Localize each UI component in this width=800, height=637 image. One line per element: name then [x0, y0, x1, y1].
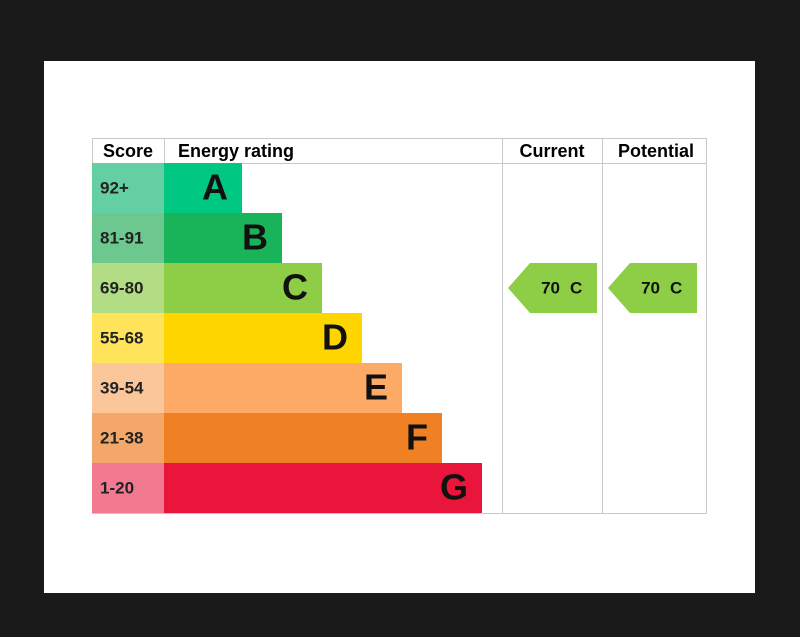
potential-band: C: [670, 278, 682, 297]
score-cell: [92, 413, 164, 463]
rating-bar: [164, 463, 482, 513]
score-cell: [92, 263, 164, 313]
score-cell: [92, 213, 164, 263]
rating-bar: [164, 313, 362, 363]
score-label: 55-68: [100, 328, 143, 347]
potential-arrow: [608, 263, 697, 313]
rating-bar: [164, 213, 282, 263]
rating-bar: [164, 413, 442, 463]
score-cell: [92, 313, 164, 363]
header-rating: Energy rating: [178, 141, 294, 161]
score-label: 69-80: [100, 278, 143, 297]
rating-letter: C: [282, 267, 308, 308]
current-arrow: [508, 263, 597, 313]
rating-bar: [164, 263, 322, 313]
score-label: 92+: [100, 178, 129, 197]
score-label: 21-38: [100, 428, 143, 447]
rating-letter: A: [202, 167, 228, 208]
current-value: 70: [541, 278, 560, 297]
rating-letter: G: [440, 467, 468, 508]
score-label: 1-20: [100, 478, 134, 497]
current-band: C: [570, 278, 582, 297]
header-current: Current: [519, 141, 584, 161]
score-label: 81-91: [100, 228, 143, 247]
rating-bar: [164, 363, 402, 413]
rating-letter: F: [406, 417, 428, 458]
score-label: 39-54: [100, 378, 144, 397]
score-cell: [92, 363, 164, 413]
header-potential: Potential: [618, 141, 694, 161]
rating-letter: D: [322, 317, 348, 358]
rating-bar: [164, 163, 242, 213]
rating-letter: E: [364, 367, 388, 408]
score-cell: [92, 163, 164, 213]
header-score: Score: [103, 141, 153, 161]
potential-value: 70: [641, 278, 660, 297]
score-cell: [92, 463, 164, 513]
rating-letter: B: [242, 217, 268, 258]
